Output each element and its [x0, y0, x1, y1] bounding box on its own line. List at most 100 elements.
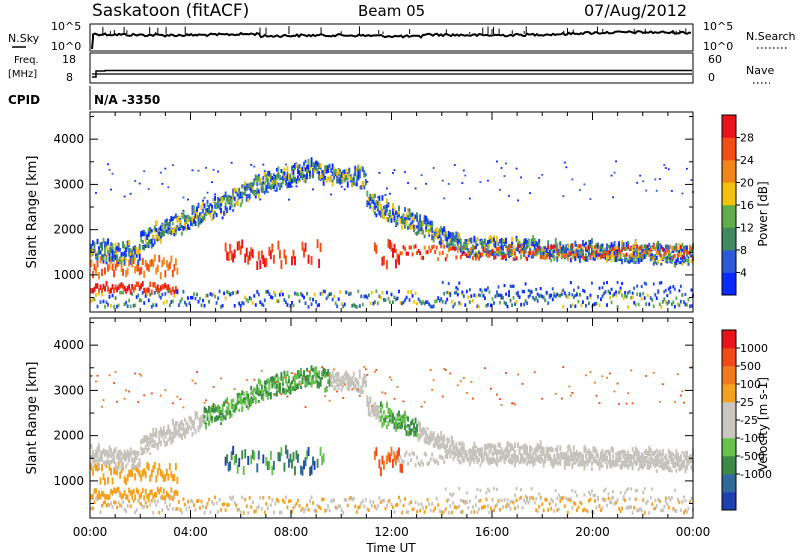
velocity-cell: [396, 450, 399, 460]
power-cell: [514, 248, 517, 254]
power-cell: [536, 248, 539, 255]
power-cell: [477, 293, 480, 297]
velocity-cell: [286, 449, 289, 459]
power-cell: [517, 244, 520, 249]
velocity-cell: [209, 406, 212, 412]
power-cell: [188, 215, 191, 222]
velocity-cell: [214, 407, 217, 413]
power-cell: [423, 301, 426, 306]
power-cell: [625, 246, 628, 251]
power-cell: [159, 232, 162, 237]
power-cell: [230, 201, 233, 207]
power-cell: [511, 236, 514, 242]
power-cell: [388, 192, 391, 195]
power-cell: [330, 168, 333, 173]
velocity-cell: [307, 446, 310, 457]
power-cell: [156, 230, 159, 235]
velocity-cell: [500, 498, 503, 503]
velocity-cell: [188, 505, 191, 510]
power-cell: [244, 295, 247, 300]
power-cell: [193, 215, 195, 221]
power-cell: [274, 175, 277, 181]
power-cell: [110, 188, 113, 191]
velocity-cell: [450, 450, 453, 455]
power-colorbar-segment: [722, 272, 736, 296]
velocity-cell: [208, 497, 210, 502]
power-cell: [185, 227, 188, 231]
power-cell: [310, 157, 313, 164]
power-cell: [247, 184, 250, 188]
power-cell: [292, 164, 295, 169]
velocity-cell: [203, 406, 206, 413]
velocity-cell: [613, 502, 616, 506]
power-cell: [310, 162, 313, 168]
velocity-cell: [174, 429, 177, 434]
power-cell: [303, 164, 305, 170]
velocity-cell: [586, 450, 589, 455]
power-cell: [126, 286, 129, 292]
velocity-cell: [407, 431, 409, 437]
power-cell: [515, 300, 518, 304]
velocity-cell: [496, 456, 498, 461]
velocity-cell: [238, 400, 241, 404]
velocity-cell: [488, 443, 491, 449]
power-cell: [251, 249, 254, 259]
power-cell: [524, 299, 527, 303]
power-cell: [420, 227, 423, 234]
velocity-cell: [557, 454, 560, 460]
power-cell: [578, 189, 581, 191]
power-cell: [147, 242, 150, 249]
power-cell: [217, 203, 220, 208]
velocity-cell: [114, 464, 117, 470]
velocity-cell: [193, 420, 195, 425]
velocity-cell: [431, 502, 434, 506]
power-cell: [378, 200, 381, 206]
velocity-cell: [120, 464, 123, 471]
power-cell: [658, 249, 661, 255]
power-cell: [420, 301, 423, 306]
power-cell: [354, 171, 357, 177]
velocity-cell: [392, 505, 394, 509]
power-cell: [544, 255, 547, 261]
velocity-cell: [378, 405, 381, 409]
velocity-cell: [211, 500, 214, 504]
power-cell: [401, 225, 403, 230]
power-cell: [667, 252, 670, 256]
velocity-cell: [253, 509, 256, 514]
power-cell: [673, 304, 676, 309]
power-colorbar-tick: 28: [740, 132, 754, 145]
power-cell: [479, 238, 482, 242]
velocity-cell: [291, 386, 293, 392]
velocity-cell: [165, 468, 168, 476]
power-cell: [272, 290, 275, 295]
velocity-cell: [500, 404, 503, 406]
power-cell: [183, 220, 186, 227]
velocity-cell: [388, 418, 391, 423]
velocity-cell: [523, 444, 526, 451]
power-cell: [565, 247, 568, 251]
power-cell: [485, 248, 488, 252]
velocity-cell: [594, 381, 596, 384]
power-cell: [575, 244, 578, 247]
power-cell: [275, 181, 278, 185]
power-cell: [120, 259, 123, 266]
power-cell: [221, 303, 224, 308]
velocity-cell: [220, 422, 223, 425]
velocity-cell: [554, 458, 557, 463]
velocity-cell: [212, 406, 215, 411]
power-cell: [266, 182, 269, 189]
power-cell: [581, 288, 584, 292]
velocity-cell: [493, 487, 495, 491]
power-cell: [132, 252, 135, 258]
power-cell: [631, 295, 634, 300]
velocity-cell: [627, 487, 630, 491]
velocity-cell: [393, 423, 396, 430]
velocity-cell: [370, 405, 373, 407]
velocity-cell: [572, 501, 575, 505]
velocity-cell: [615, 452, 618, 456]
power-cell: [663, 297, 666, 302]
power-cell: [687, 258, 690, 264]
power-cell: [514, 302, 517, 306]
velocity-cell: [514, 506, 517, 511]
velocity-cell: [333, 387, 336, 391]
